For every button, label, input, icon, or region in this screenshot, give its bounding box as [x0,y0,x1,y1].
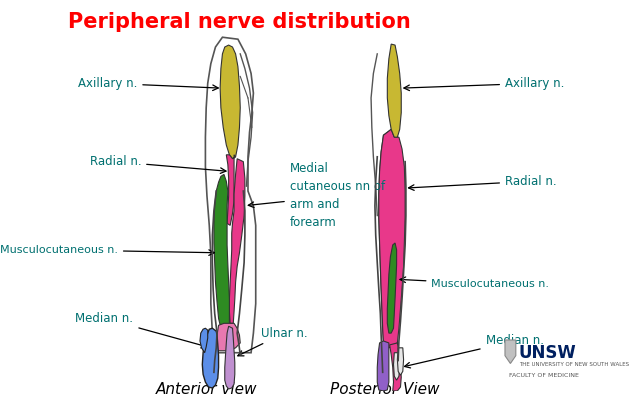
Text: Posterior View: Posterior View [330,382,440,397]
Text: Musculocutaneous n.: Musculocutaneous n. [400,277,550,289]
Text: THE UNIVERSITY OF NEW SOUTH WALES: THE UNIVERSITY OF NEW SOUTH WALES [519,362,629,367]
Text: Peripheral nerve distribution: Peripheral nerve distribution [68,12,410,32]
Text: Axillary n.: Axillary n. [78,77,218,91]
Polygon shape [389,343,401,391]
Polygon shape [230,159,245,323]
Polygon shape [505,340,516,363]
Polygon shape [387,243,397,333]
Polygon shape [377,341,389,391]
Text: Medial
cutaneous nn of
arm and
forearm: Medial cutaneous nn of arm and forearm [248,162,385,229]
Polygon shape [216,323,240,351]
Text: Median n.: Median n. [75,312,207,348]
Polygon shape [220,45,240,159]
Polygon shape [394,353,399,380]
Polygon shape [379,129,398,348]
Text: Radial n.: Radial n. [408,175,557,190]
Polygon shape [379,129,405,348]
Text: UNSW: UNSW [519,344,577,362]
Text: Median n.: Median n. [404,334,543,368]
Polygon shape [398,348,404,375]
Polygon shape [214,174,230,333]
Polygon shape [387,44,401,137]
Polygon shape [200,328,208,353]
Polygon shape [226,155,236,225]
Polygon shape [225,326,235,389]
Text: Radial n.: Radial n. [89,155,226,174]
Polygon shape [206,37,256,353]
Text: Musculocutaneous n.: Musculocutaneous n. [0,245,214,255]
Text: Axillary n.: Axillary n. [404,77,564,91]
Polygon shape [203,328,218,388]
Text: FACULTY OF MEDICINE: FACULTY OF MEDICINE [509,373,579,378]
Text: Anterior view: Anterior view [156,382,258,397]
Text: Ulnar n.: Ulnar n. [238,327,308,356]
